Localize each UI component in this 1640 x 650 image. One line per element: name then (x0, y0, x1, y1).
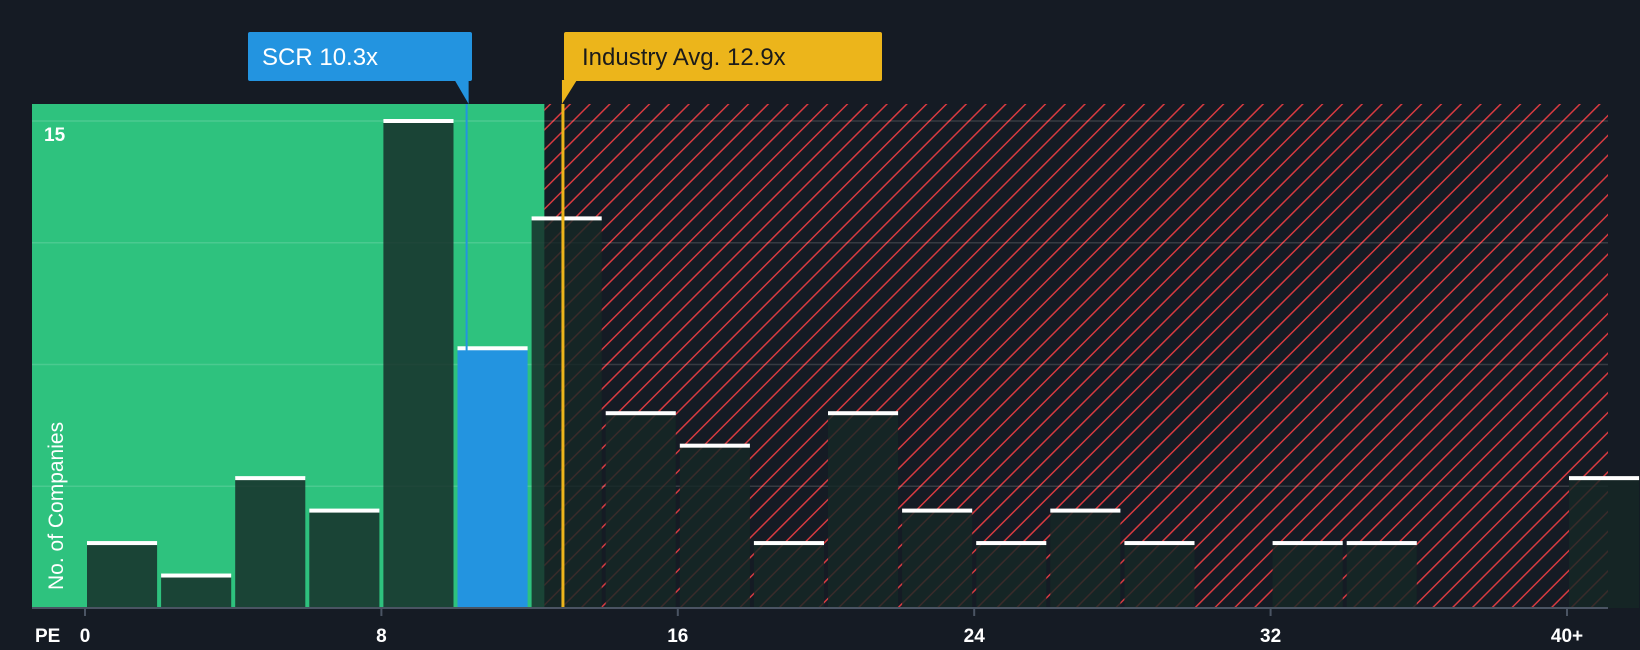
histogram-bar (309, 510, 380, 608)
histogram-bar-cap (1569, 476, 1640, 481)
histogram-bar (828, 413, 899, 608)
histogram-bar-cap (309, 508, 380, 513)
histogram-bar-cap (383, 119, 454, 123)
histogram-bar (1050, 510, 1121, 608)
histogram-bar (1124, 543, 1195, 608)
histogram-bar-cap (161, 573, 232, 578)
histogram-bar (235, 478, 306, 608)
industry-callout-label: Industry Avg. 12.9x (582, 44, 786, 71)
company-callout-box (248, 32, 472, 81)
x-tick-label: 16 (667, 626, 688, 647)
histogram-bar-cap (1124, 541, 1195, 546)
histogram-bar-cap (1346, 541, 1417, 546)
histogram-bar (383, 121, 454, 608)
y-tick-label: 15 (44, 125, 66, 146)
x-tick-label: 32 (1260, 626, 1281, 647)
histogram-bar (531, 218, 602, 608)
histogram-bar-cap (679, 443, 750, 448)
x-tick-label: 0 (80, 626, 91, 647)
histogram-bar-cap (531, 216, 602, 221)
x-tick-label: 24 (964, 626, 986, 647)
histogram-bar-cap (605, 411, 676, 416)
x-axis-ticks: 0 8 16 24 32 40+ (80, 608, 1583, 647)
histogram-bar (87, 543, 158, 608)
industry-callout: Industry Avg. 12.9x (561, 32, 882, 104)
y-axis-label: No. of Companies (45, 422, 68, 590)
company-callout-label: SCR 10.3x (262, 44, 378, 71)
histogram-bar-cap (828, 411, 899, 416)
histogram-bar (605, 413, 676, 608)
industry-callout-pointer (561, 80, 577, 104)
histogram-bar (1346, 543, 1417, 608)
x-tick-label: 40+ (1551, 626, 1583, 647)
company-callout: SCR 10.3x (248, 32, 472, 104)
histogram-bar (679, 445, 750, 608)
histogram-bar-cap (87, 541, 158, 546)
histogram-bar-company (457, 348, 528, 608)
histogram-bar-cap (902, 508, 973, 513)
histogram-bar (976, 543, 1047, 608)
histogram-bar-cap (1272, 541, 1343, 546)
x-tick-label: 8 (376, 626, 387, 647)
histogram-bar (753, 543, 824, 608)
histogram-bar-cap (976, 541, 1047, 546)
histogram-bar (1569, 478, 1640, 608)
histogram-bar-cap (457, 346, 528, 351)
y-axis-ticks: 15 (44, 125, 66, 146)
company-callout-pointer (454, 80, 469, 104)
histogram-bar-cap (1050, 508, 1121, 513)
histogram-bar (161, 575, 232, 608)
histogram-bar-cap (235, 476, 306, 481)
histogram-bar-cap (753, 541, 824, 546)
x-axis-label: PE (35, 626, 60, 647)
histogram-bars (87, 119, 1640, 608)
histogram-bar (902, 510, 973, 608)
industry-callout-box (564, 32, 882, 81)
histogram-bar (1272, 543, 1343, 608)
